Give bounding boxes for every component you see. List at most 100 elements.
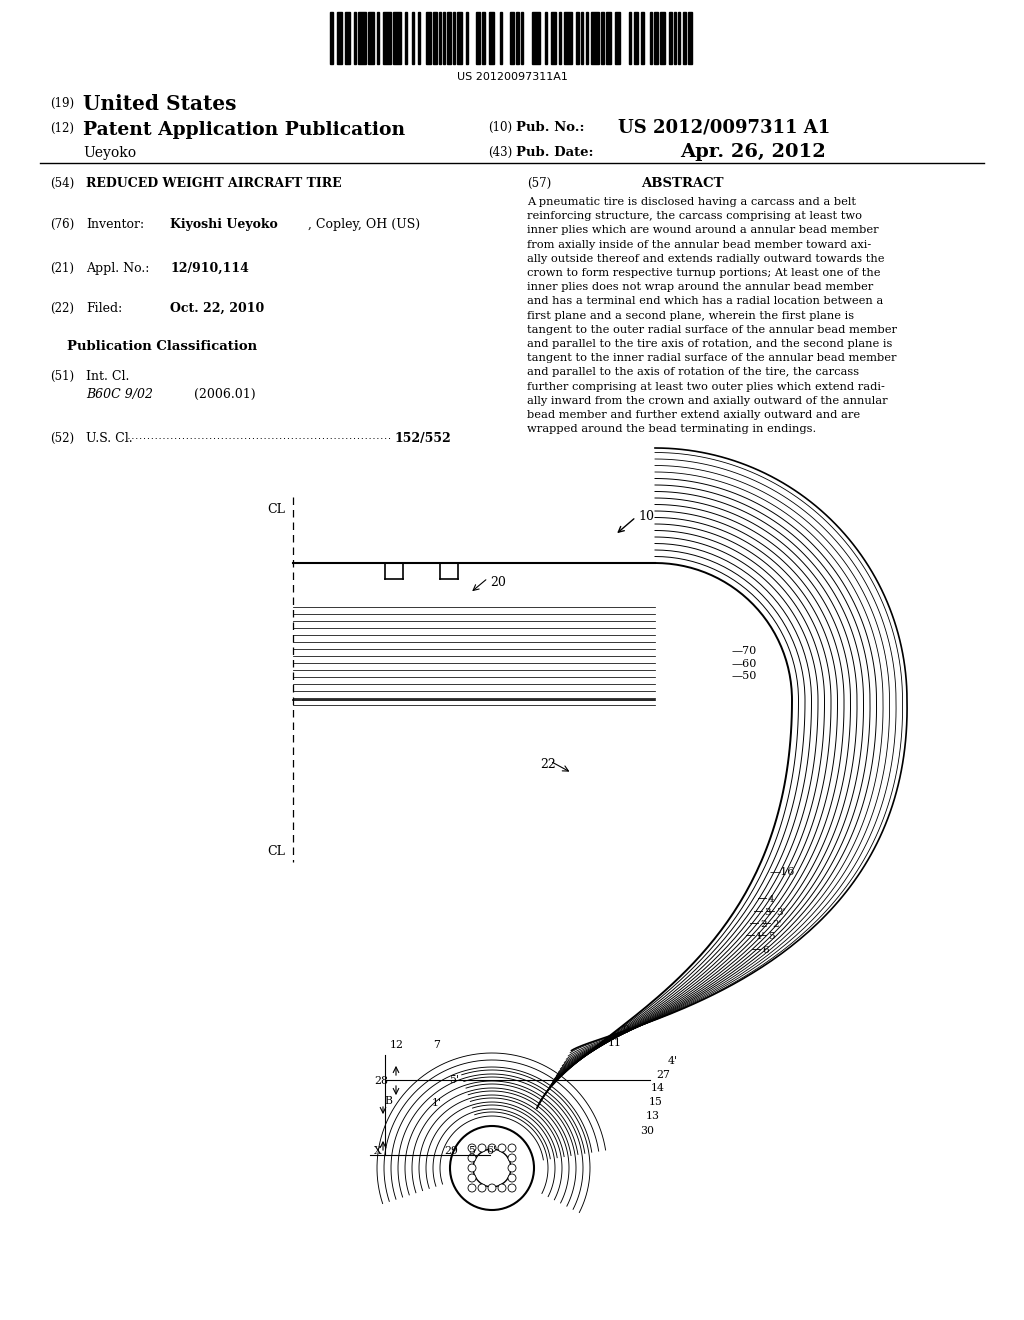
Bar xyxy=(531,12,540,63)
Text: 12: 12 xyxy=(390,1040,404,1049)
Text: B: B xyxy=(384,1096,392,1106)
Bar xyxy=(669,12,672,63)
Text: 27: 27 xyxy=(656,1071,670,1080)
Text: 152/552: 152/552 xyxy=(394,432,451,445)
Bar xyxy=(564,12,572,63)
Bar xyxy=(337,12,342,63)
Text: —50: —50 xyxy=(732,671,758,681)
Text: Publication Classification: Publication Classification xyxy=(67,341,257,352)
Text: Apr. 26, 2012: Apr. 26, 2012 xyxy=(680,143,825,161)
Text: 5': 5' xyxy=(449,1074,459,1085)
Bar xyxy=(582,12,584,63)
Text: Pub. Date:: Pub. Date: xyxy=(516,147,594,158)
Bar xyxy=(601,12,603,63)
Text: 3': 3' xyxy=(776,908,785,917)
Text: 10: 10 xyxy=(638,510,654,523)
Bar xyxy=(330,12,334,63)
Text: 5: 5 xyxy=(768,932,774,941)
Text: 30: 30 xyxy=(640,1126,654,1137)
Circle shape xyxy=(478,1184,486,1192)
Circle shape xyxy=(498,1184,506,1192)
Bar xyxy=(500,12,502,63)
Text: 6': 6' xyxy=(486,1146,496,1156)
Text: inner plies which are wound around a annular bead member: inner plies which are wound around a ann… xyxy=(527,226,879,235)
Text: CL: CL xyxy=(267,503,285,516)
Text: Oct. 22, 2010: Oct. 22, 2010 xyxy=(170,302,264,315)
Bar xyxy=(447,12,451,63)
Bar xyxy=(453,12,455,63)
Text: (19): (19) xyxy=(50,96,74,110)
Text: Ueyoko: Ueyoko xyxy=(83,147,136,160)
Bar xyxy=(481,12,485,63)
Text: crown to form respective turnup portions; At least one of the: crown to form respective turnup portions… xyxy=(527,268,881,279)
Circle shape xyxy=(468,1164,476,1172)
Text: Pub. No.:: Pub. No.: xyxy=(516,121,585,135)
Text: inner plies does not wrap around the annular bead member: inner plies does not wrap around the ann… xyxy=(527,282,873,292)
Circle shape xyxy=(508,1154,516,1162)
Bar xyxy=(659,12,666,63)
Bar xyxy=(443,12,445,63)
Bar xyxy=(575,12,580,63)
Text: United States: United States xyxy=(83,94,237,114)
Text: (12): (12) xyxy=(50,121,74,135)
Bar xyxy=(546,12,548,63)
Bar xyxy=(650,12,652,63)
Bar xyxy=(683,12,686,63)
Text: Filed:: Filed: xyxy=(86,302,122,315)
Bar xyxy=(413,12,415,63)
Text: U.S. Cl.: U.S. Cl. xyxy=(86,432,133,445)
Circle shape xyxy=(498,1144,506,1152)
Bar xyxy=(476,12,479,63)
Circle shape xyxy=(468,1154,476,1162)
Text: REDUCED WEIGHT AIRCRAFT TIRE: REDUCED WEIGHT AIRCRAFT TIRE xyxy=(86,177,342,190)
Text: (21): (21) xyxy=(50,261,74,275)
Text: (2006.01): (2006.01) xyxy=(194,388,256,401)
Bar xyxy=(433,12,436,63)
Bar xyxy=(404,12,407,63)
Text: 9: 9 xyxy=(622,1026,629,1035)
Bar xyxy=(678,12,681,63)
Text: from axially inside of the annular bead member toward axi-: from axially inside of the annular bead … xyxy=(527,240,871,249)
Bar xyxy=(438,12,440,63)
Text: US 20120097311A1: US 20120097311A1 xyxy=(457,73,567,82)
Text: 28: 28 xyxy=(374,1076,388,1086)
Text: first plane and a second plane, wherein the first plane is: first plane and a second plane, wherein … xyxy=(527,310,854,321)
Text: (51): (51) xyxy=(50,370,74,383)
Text: 7: 7 xyxy=(433,1040,440,1049)
Text: CL: CL xyxy=(267,845,285,858)
Bar xyxy=(368,12,374,63)
Text: 29: 29 xyxy=(444,1146,458,1156)
Bar xyxy=(634,12,638,63)
Circle shape xyxy=(488,1144,496,1152)
Text: —70: —70 xyxy=(732,645,758,656)
Text: 14: 14 xyxy=(651,1082,665,1093)
Bar xyxy=(344,12,350,63)
Bar xyxy=(426,12,431,63)
Bar xyxy=(654,12,657,63)
Text: ally inward from the crown and axially outward of the annular: ally inward from the crown and axially o… xyxy=(527,396,888,405)
Text: (43): (43) xyxy=(488,147,512,158)
Text: B60C 9/02: B60C 9/02 xyxy=(86,388,153,401)
Text: 3: 3 xyxy=(764,908,771,917)
Text: tangent to the inner radial surface of the annular bead member: tangent to the inner radial surface of t… xyxy=(527,354,896,363)
Bar xyxy=(418,12,420,63)
Bar xyxy=(457,12,462,63)
Bar xyxy=(393,12,401,63)
Bar xyxy=(558,12,560,63)
Circle shape xyxy=(508,1144,516,1152)
Text: and has a terminal end which has a radial location between a: and has a terminal end which has a radia… xyxy=(527,297,884,306)
Text: 4: 4 xyxy=(768,895,774,904)
Text: ABSTRACT: ABSTRACT xyxy=(641,177,723,190)
Bar xyxy=(488,12,495,63)
Bar xyxy=(521,12,523,63)
Circle shape xyxy=(468,1184,476,1192)
Text: and parallel to the tire axis of rotation, and the second plane is: and parallel to the tire axis of rotatio… xyxy=(527,339,892,348)
Bar xyxy=(377,12,379,63)
Text: Appl. No.:: Appl. No.: xyxy=(86,261,150,275)
Text: US 2012/0097311 A1: US 2012/0097311 A1 xyxy=(618,119,830,137)
Bar xyxy=(614,12,621,63)
Text: further comprising at least two outer plies which extend radi-: further comprising at least two outer pl… xyxy=(527,381,885,392)
Bar xyxy=(510,12,514,63)
Text: bead member and further extend axially outward and are: bead member and further extend axially o… xyxy=(527,411,860,420)
Text: 1': 1' xyxy=(432,1098,442,1107)
